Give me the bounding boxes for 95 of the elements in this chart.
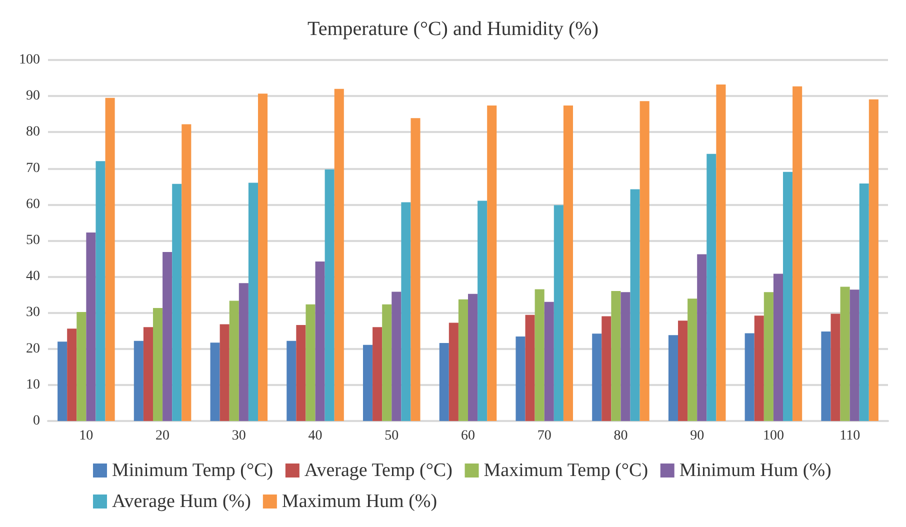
bar xyxy=(67,328,77,421)
bar xyxy=(859,183,869,421)
bar xyxy=(544,302,554,421)
bar xyxy=(516,336,526,421)
legend-label: Maximum Hum (%) xyxy=(282,491,438,512)
bar xyxy=(744,333,754,421)
x-tick-label: 70 xyxy=(537,428,552,444)
bar xyxy=(248,182,258,421)
bar xyxy=(554,205,564,421)
bar xyxy=(850,290,860,421)
bar xyxy=(439,343,449,421)
bar xyxy=(678,320,688,421)
legend-label: Average Hum (%) xyxy=(112,491,251,512)
bar xyxy=(105,98,115,421)
bar xyxy=(716,84,726,421)
x-tick-label: 110 xyxy=(840,428,860,444)
bar xyxy=(764,292,774,421)
bar xyxy=(182,124,192,421)
bar xyxy=(286,340,296,421)
bar xyxy=(525,314,535,421)
bar xyxy=(620,292,630,421)
bar xyxy=(162,252,172,421)
bar xyxy=(783,172,793,421)
bar xyxy=(773,274,783,421)
bar xyxy=(334,88,344,421)
y-tick-label: 0 xyxy=(33,414,40,428)
bar xyxy=(76,312,86,421)
bar xyxy=(868,99,878,421)
y-tick-label: 60 xyxy=(26,196,40,212)
bar xyxy=(478,200,488,421)
bar xyxy=(382,304,392,421)
y-tick-label: 80 xyxy=(26,124,40,140)
bar xyxy=(229,300,239,421)
x-tick-label: 80 xyxy=(614,428,628,444)
bar xyxy=(602,316,612,421)
y-tick-label: 70 xyxy=(26,160,40,176)
bar xyxy=(96,161,106,421)
bar xyxy=(688,298,698,421)
bar xyxy=(410,118,420,421)
y-tick-label: 40 xyxy=(26,269,40,284)
bar xyxy=(468,294,478,421)
bar xyxy=(706,154,716,421)
bar xyxy=(220,324,230,421)
bar xyxy=(153,308,163,421)
bar xyxy=(258,94,268,421)
bar xyxy=(830,314,840,421)
x-tick-label: 100 xyxy=(762,428,784,444)
bar xyxy=(392,292,402,421)
bar xyxy=(134,340,144,421)
bar xyxy=(458,299,468,421)
bar xyxy=(630,189,640,421)
bar xyxy=(143,327,153,421)
bar xyxy=(487,105,497,421)
y-tick-label: 50 xyxy=(26,233,40,248)
bar xyxy=(210,342,220,421)
bar xyxy=(697,254,707,421)
bar xyxy=(592,334,602,421)
y-tick-label: 30 xyxy=(26,305,40,320)
x-tick-label: 10 xyxy=(79,428,94,444)
legend-label: Minimum Temp (°C) xyxy=(112,460,274,481)
bar xyxy=(611,291,621,421)
bar xyxy=(172,184,182,421)
bar xyxy=(296,324,306,421)
chart-title: Temperature (°C) and Humidity (%) xyxy=(308,18,598,40)
bar xyxy=(372,327,382,421)
x-tick-label: 40 xyxy=(308,428,322,444)
y-tick-label: 20 xyxy=(26,341,40,356)
bar xyxy=(86,232,96,421)
bar xyxy=(754,316,764,421)
bar xyxy=(640,101,650,421)
x-tick-label: 20 xyxy=(156,428,170,444)
bar xyxy=(315,261,325,421)
bar xyxy=(324,169,334,421)
bar xyxy=(306,304,316,421)
bar xyxy=(668,335,678,421)
bar xyxy=(792,86,802,421)
legend-label: Minimum Hum (%) xyxy=(679,460,832,481)
bar xyxy=(448,322,458,421)
y-tick-label: 90 xyxy=(26,88,40,104)
bar xyxy=(401,202,411,421)
bar xyxy=(840,286,850,421)
x-tick-label: 90 xyxy=(690,428,704,444)
bar xyxy=(58,342,68,421)
x-tick-label: 50 xyxy=(384,428,399,444)
y-tick-label: 10 xyxy=(26,377,40,392)
x-tick-label: 30 xyxy=(232,428,246,444)
bar xyxy=(534,289,544,421)
y-tick-label: 100 xyxy=(19,52,40,68)
x-tick-label: 60 xyxy=(461,428,475,444)
bar xyxy=(563,105,573,421)
bar xyxy=(238,283,248,421)
legend-label: Average Temp (°C) xyxy=(304,460,452,481)
bar xyxy=(363,344,373,421)
bar xyxy=(821,331,831,421)
legend-label: Maximum Temp (°C) xyxy=(484,460,648,481)
